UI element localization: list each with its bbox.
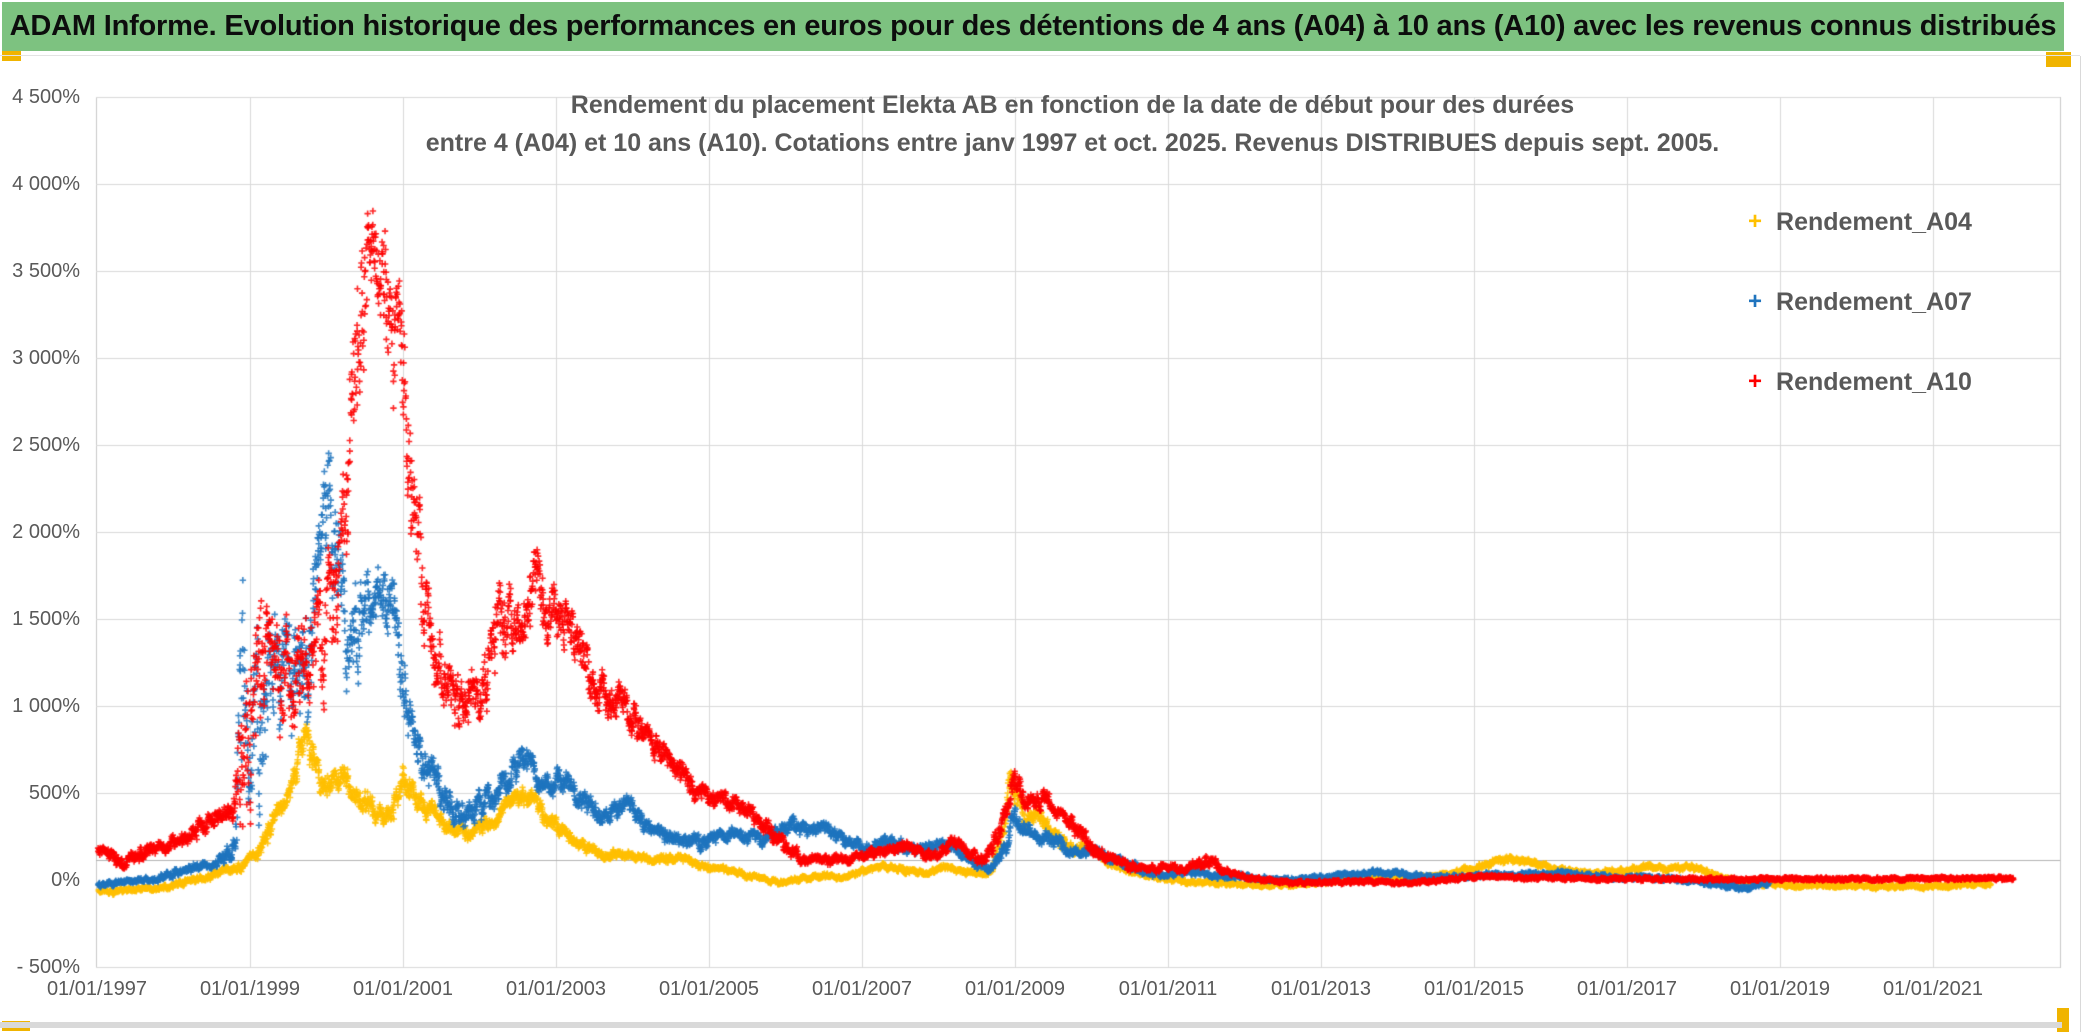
y-axis-tick-label: 3 500% bbox=[12, 260, 80, 282]
y-axis-tick-label: 2 500% bbox=[12, 434, 80, 456]
x-axis-tick-label: 01/01/1999 bbox=[199, 978, 301, 1000]
x-axis-tick-label: 01/01/1997 bbox=[46, 978, 148, 1000]
y-axis-tick-label: 1 500% bbox=[12, 608, 80, 630]
y-axis-tick-label: 0% bbox=[51, 869, 80, 891]
x-axis-tick-label: 01/01/2019 bbox=[1729, 978, 1831, 1000]
y-axis-tick-label: 500% bbox=[28, 782, 80, 804]
y-axis-tick-label: - 500% bbox=[16, 956, 80, 978]
y-axis-tick-label: 3 000% bbox=[12, 347, 80, 369]
plus-marker-icon: + bbox=[1748, 288, 1763, 315]
x-axis-tick-label: 01/01/2013 bbox=[1270, 978, 1372, 1000]
x-axis-tick-label: 01/01/2015 bbox=[1423, 978, 1525, 1000]
legend-label: Rendement_A10 bbox=[1776, 368, 1972, 396]
legend-item: + Rendement_A10 bbox=[1748, 365, 1972, 399]
plus-marker-icon: + bbox=[1748, 368, 1763, 395]
x-axis-tick-label: 01/01/2017 bbox=[1576, 978, 1678, 1000]
y-axis-tick-label: 4 500% bbox=[12, 86, 80, 108]
x-axis-tick-label: 01/01/2021 bbox=[1882, 978, 1984, 1000]
y-axis-tick-label: 1 000% bbox=[12, 695, 80, 717]
legend-label: Rendement_A04 bbox=[1776, 208, 1972, 236]
plus-marker-icon: + bbox=[1748, 208, 1763, 235]
x-axis-tick-label: 01/01/2007 bbox=[811, 978, 913, 1000]
x-axis-tick-label: 01/01/2001 bbox=[352, 978, 454, 1000]
legend-item: + Rendement_A07 bbox=[1748, 285, 1972, 319]
x-axis-tick-label: 01/01/2003 bbox=[505, 978, 607, 1000]
x-axis-tick-label: 01/01/2009 bbox=[964, 978, 1066, 1000]
x-axis-tick-label: 01/01/2011 bbox=[1118, 978, 1218, 1000]
legend-item: + Rendement_A04 bbox=[1748, 205, 1972, 239]
y-axis-tick-label: 4 000% bbox=[12, 173, 80, 195]
y-axis-tick-label: 2 000% bbox=[12, 521, 80, 543]
legend-label: Rendement_A07 bbox=[1776, 288, 1972, 316]
x-axis-tick-label: 01/01/2005 bbox=[658, 978, 760, 1000]
